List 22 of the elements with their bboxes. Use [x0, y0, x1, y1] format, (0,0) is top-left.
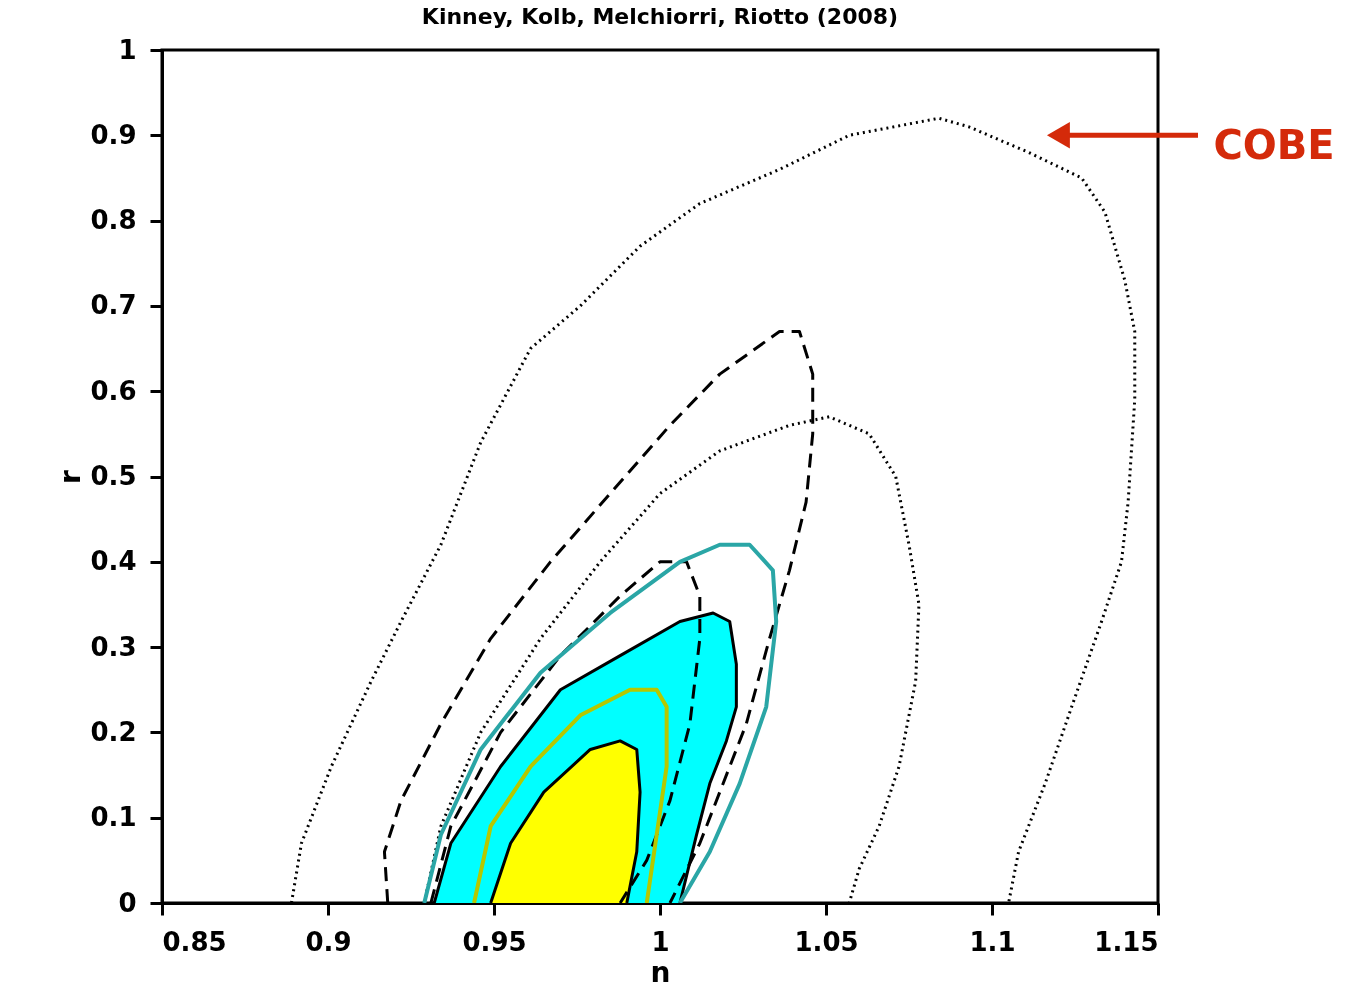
y-tick-label: 0.5 [90, 461, 137, 491]
x-tick-label: 0.9 [305, 926, 352, 957]
y-tick-label: 0.8 [90, 205, 137, 236]
y-tick-label: 1 [118, 34, 137, 65]
y-tick-label: 0 [118, 887, 137, 918]
x-tick-label: 1.15 [1094, 926, 1159, 957]
y-tick-label: 0.6 [90, 375, 137, 406]
x-tick-label: 1.1 [969, 926, 1016, 957]
y-tick-label: 0.1 [90, 802, 137, 833]
y-tick-label: 0.4 [90, 546, 137, 577]
y-axis-title: r [54, 469, 88, 484]
chart-title: Kinney, Kolb, Melchiorri, Riotto (2008) [421, 4, 899, 29]
x-axis-title: n [650, 955, 671, 989]
x-tick-label: 0.85 [162, 926, 227, 957]
y-tick-label: 0.2 [90, 716, 137, 747]
x-tick-label: 0.95 [462, 926, 527, 957]
y-tick-label: 0.9 [90, 119, 137, 150]
y-tick-label: 0.7 [90, 290, 137, 321]
x-tick-label: 1.05 [794, 926, 859, 957]
y-tick-label: 0.3 [90, 631, 137, 662]
x-tick-label: 1 [651, 926, 670, 957]
annotation: COBE [1213, 122, 1335, 169]
